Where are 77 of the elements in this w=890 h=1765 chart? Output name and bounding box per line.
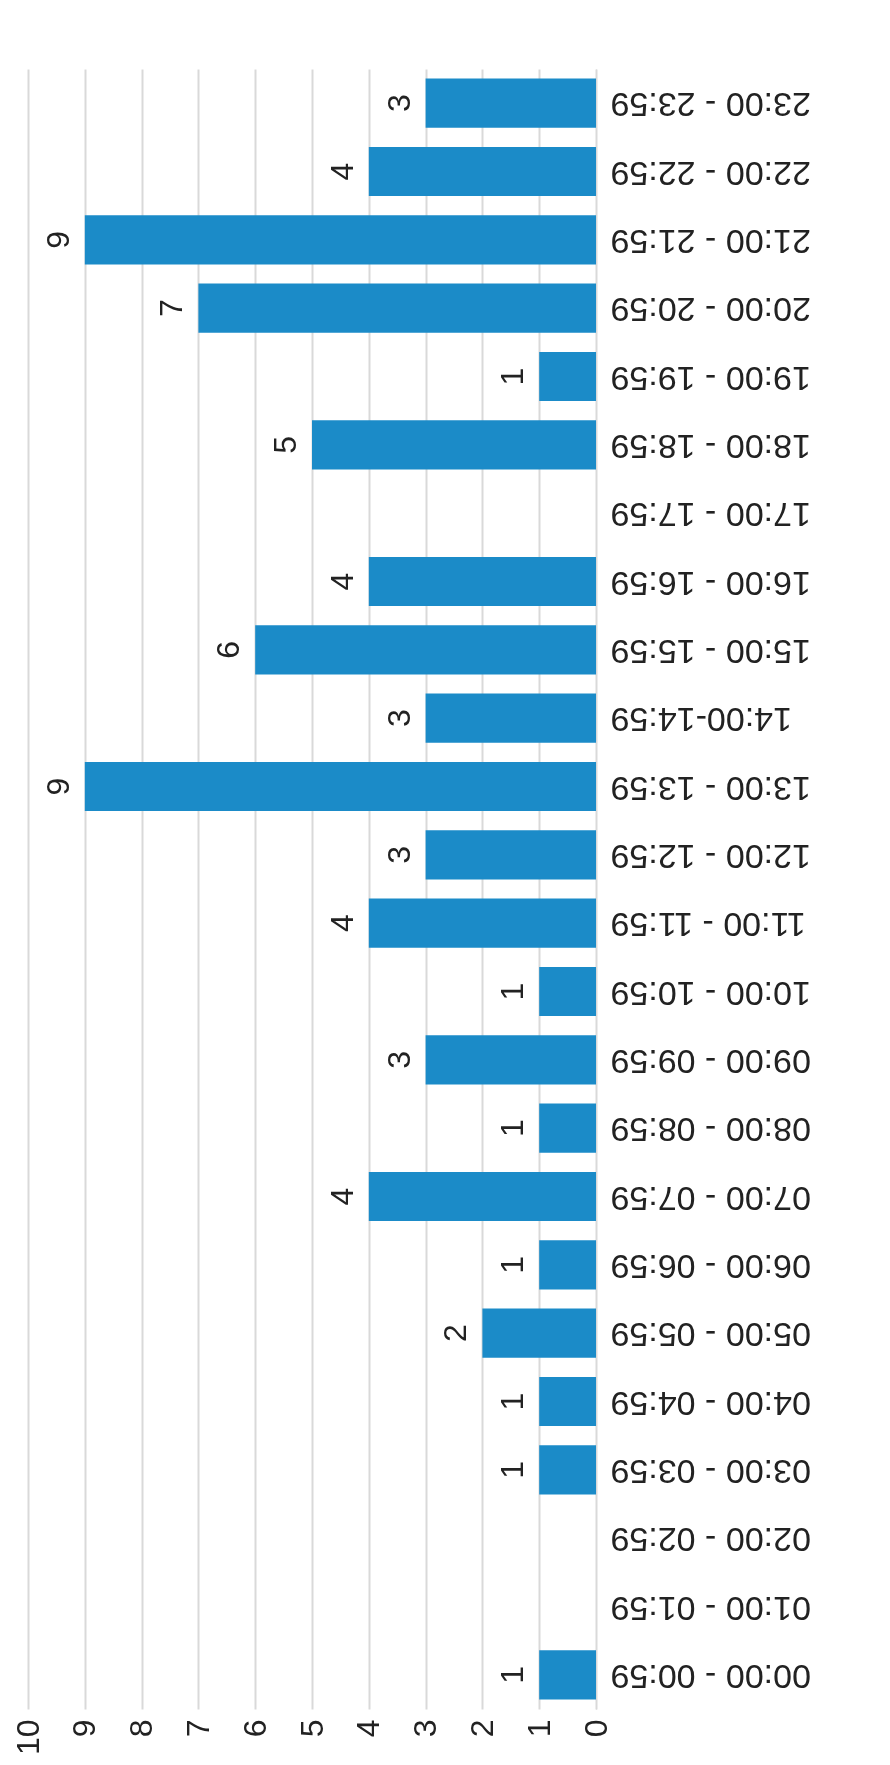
bar	[368, 556, 596, 607]
data-label: 3	[380, 709, 417, 728]
x-tick-label: 2	[463, 1719, 500, 1738]
data-label: 1	[494, 1119, 531, 1138]
y-tick-label: 04:00 - 04:59	[610, 1384, 811, 1423]
bar	[539, 1650, 596, 1700]
y-tick-label: 07:00 - 07:59	[610, 1179, 811, 1218]
y-tick-label: 01:00 - 01:59	[610, 1589, 811, 1628]
bar	[368, 898, 596, 948]
y-tick-label: 05:00 - 05:59	[610, 1316, 811, 1355]
y-tick-label: 14:00-14:59	[610, 701, 792, 740]
bar	[368, 1171, 596, 1222]
y-tick-label: 19:00 - 19:59	[610, 359, 811, 398]
bar	[539, 1376, 596, 1427]
y-tick-label: 20:00 - 20:59	[610, 291, 811, 330]
bar	[539, 1103, 596, 1153]
y-tick-label: 13:00 - 13:59	[610, 769, 811, 808]
data-label: 6	[210, 640, 247, 659]
data-label: 1	[494, 1665, 531, 1684]
data-label: 1	[494, 982, 531, 1001]
bar	[425, 693, 596, 743]
bar	[84, 215, 596, 265]
x-tick-label: 7	[179, 1719, 216, 1738]
x-tick-label: 9	[66, 1719, 103, 1738]
bar	[539, 966, 596, 1017]
data-label: 2	[437, 1324, 474, 1343]
data-label: 1	[494, 1392, 531, 1411]
y-tick-label: 18:00 - 18:59	[610, 427, 811, 466]
y-tick-label: 00:00 - 00:59	[610, 1657, 811, 1696]
y-tick-label: 03:00 - 03:59	[610, 1452, 811, 1491]
data-label: 3	[380, 845, 417, 864]
y-tick-label: 15:00 - 15:59	[610, 632, 811, 671]
bar	[368, 146, 596, 197]
data-label: 9	[39, 777, 76, 796]
bar	[425, 78, 596, 128]
y-tick-label: 08:00 - 08:59	[610, 1111, 811, 1150]
y-tick-label: 02:00 - 02:59	[610, 1521, 811, 1560]
data-label: 1	[494, 1460, 531, 1479]
y-tick-label: 17:00 - 17:59	[610, 496, 811, 535]
x-tick-label: 3	[407, 1719, 444, 1738]
bar	[255, 625, 596, 675]
x-tick-label: 0	[577, 1719, 614, 1738]
x-tick-label: 1	[520, 1719, 557, 1738]
y-tick-label: 16:00 - 16:59	[610, 564, 811, 603]
bar	[539, 351, 596, 402]
x-tick-label: 8	[123, 1719, 160, 1738]
y-tick-label: 06:00 - 06:59	[610, 1247, 811, 1286]
bar	[539, 1445, 596, 1495]
x-tick-label: 5	[293, 1719, 330, 1738]
data-label: 5	[267, 435, 303, 454]
y-tick-label: 22:00 - 22:59	[610, 154, 811, 193]
bar	[198, 283, 596, 333]
data-label: 1	[494, 1255, 531, 1274]
data-label: 1	[494, 367, 531, 386]
data-label: 3	[380, 1050, 417, 1069]
data-label: 4	[323, 914, 360, 933]
data-label: 9	[39, 230, 76, 249]
bar	[539, 1240, 596, 1290]
y-tick-label: 12:00 - 12:59	[610, 837, 811, 876]
data-label: 4	[323, 1187, 360, 1206]
y-tick-label: 23:00 - 23:59	[610, 86, 811, 125]
y-tick-label: 09:00 - 09:59	[610, 1042, 811, 1081]
y-tick-label: 10:00 - 10:59	[610, 974, 811, 1013]
data-label: 7	[153, 299, 190, 318]
bar	[482, 1308, 596, 1358]
data-label: 4	[323, 162, 360, 181]
x-tick-label: 10	[9, 1719, 46, 1756]
x-tick-label: 6	[236, 1719, 273, 1738]
bar	[312, 420, 596, 470]
data-label: 3	[380, 94, 417, 113]
data-label: 4	[323, 572, 360, 591]
bar	[84, 761, 596, 812]
y-tick-label: 21:00 - 21:59	[610, 222, 811, 261]
x-tick-label: 4	[350, 1719, 387, 1738]
y-tick-label: 11:00 - 11:59	[610, 906, 806, 945]
bar	[425, 1035, 596, 1085]
bar	[425, 830, 596, 880]
